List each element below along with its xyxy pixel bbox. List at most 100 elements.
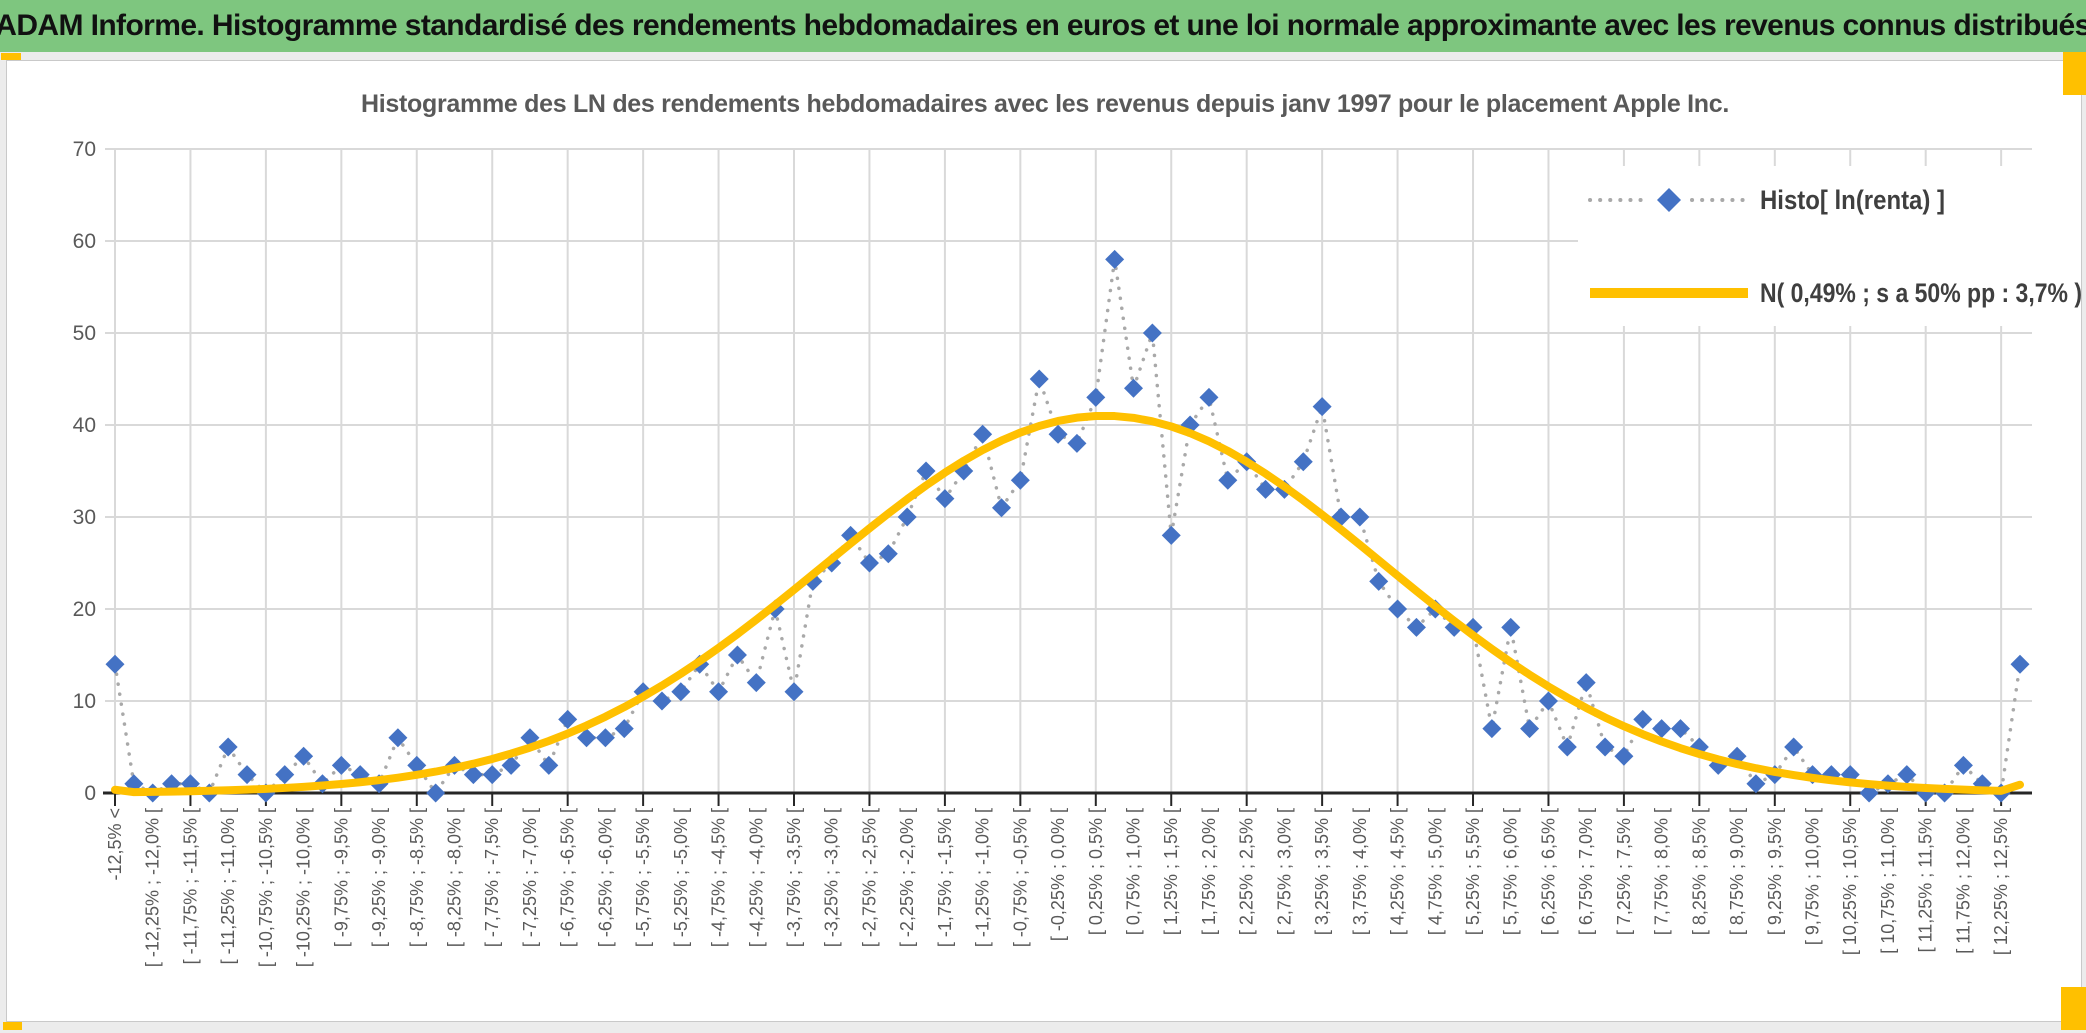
x-tick-label: [ -7,75% ; -7,5% [ bbox=[482, 808, 502, 947]
x-tick-label: [ 2,25% ; 2,5% [ bbox=[1237, 808, 1257, 935]
x-tick-label: [ -7,25% ; -7,0% [ bbox=[520, 808, 540, 947]
y-tick-label: 50 bbox=[73, 322, 96, 345]
x-tick-label: [ -10,25% ; -10,0% [ bbox=[294, 808, 314, 967]
data-point-diamond-icon bbox=[577, 728, 597, 748]
legend: Histo[ ln(renta) ] N( 0,49% ; s a 50% pp… bbox=[1578, 166, 2082, 326]
data-point-diamond-icon bbox=[1520, 719, 1540, 739]
x-tick-label: [ 5,75% ; 6,0% [ bbox=[1501, 808, 1521, 935]
data-point-diamond-icon bbox=[1048, 424, 1068, 444]
data-point-diamond-icon bbox=[1105, 249, 1125, 269]
data-point-diamond-icon bbox=[426, 783, 446, 803]
data-point-diamond-icon bbox=[1067, 433, 1087, 453]
x-tick-label: [ 1,75% ; 2,0% [ bbox=[1199, 808, 1219, 935]
x-tick-label: [ 9,25% ; 9,5% [ bbox=[1765, 808, 1785, 935]
legend-item-histo[interactable]: Histo[ ln(renta) ] bbox=[1588, 185, 1945, 215]
x-tick-label: [ 7,75% ; 8,0% [ bbox=[1652, 808, 1672, 935]
x-tick-label: [ 8,75% ; 9,0% [ bbox=[1727, 808, 1747, 935]
data-point-diamond-icon bbox=[331, 755, 351, 775]
data-point-diamond-icon bbox=[1576, 673, 1596, 693]
banner: ADAM Informe. Histogramme standardisé de… bbox=[0, 0, 2086, 52]
x-tick-label: [ 0,75% ; 1,0% [ bbox=[1124, 808, 1144, 935]
data-point-diamond-icon bbox=[2010, 654, 2030, 674]
dotted-connector bbox=[113, 259, 2022, 797]
data-point-diamond-icon bbox=[916, 461, 936, 481]
normal-curve-line bbox=[111, 411, 2024, 797]
y-tick-label: 40 bbox=[73, 414, 96, 437]
x-tick-label: [ -6,75% ; -6,5% [ bbox=[558, 808, 578, 947]
legend-box bbox=[1578, 166, 2040, 326]
data-point-diamond-icon bbox=[1312, 397, 1332, 417]
data-point-diamond-icon bbox=[1142, 323, 1162, 343]
x-tick-label: [ -3,25% ; -3,0% [ bbox=[822, 808, 842, 947]
data-point-diamond-icon bbox=[294, 746, 314, 766]
data-point-diamond-icon bbox=[1557, 737, 1577, 757]
data-point-diamond-icon bbox=[1633, 709, 1653, 729]
x-tick-label: [ 8,25% ; 8,5% [ bbox=[1689, 808, 1709, 935]
data-point-diamond-icon bbox=[1388, 599, 1408, 619]
data-point-diamond-icon bbox=[1218, 470, 1238, 490]
x-tick-label: [ 5,25% ; 5,5% [ bbox=[1463, 808, 1483, 935]
data-point-diamond-icon bbox=[105, 654, 125, 674]
legend-item-normal[interactable]: N( 0,49% ; s a 50% pp : 3,7% ) bbox=[1590, 278, 2082, 308]
x-tick-label: [ 6,25% ; 6,5% [ bbox=[1538, 808, 1558, 935]
y-tick-label: 10 bbox=[73, 690, 96, 713]
data-point-diamond-icon bbox=[1256, 479, 1276, 499]
legend-label-normal: N( 0,49% ; s a 50% pp : 3,7% ) bbox=[1760, 278, 2082, 308]
x-tick-label: [ 11,25% ; 11,5% [ bbox=[1916, 808, 1936, 952]
data-point-diamond-icon bbox=[1482, 719, 1502, 739]
x-tick-label: [ -6,25% ; -6,0% [ bbox=[595, 808, 615, 947]
x-tick-label: [ 2,75% ; 3,0% [ bbox=[1274, 808, 1294, 935]
legend-label-histo: Histo[ ln(renta) ] bbox=[1760, 185, 1945, 215]
x-tick-label: [ -11,75% ; -11,5% [ bbox=[180, 808, 200, 964]
data-point-diamond-icon bbox=[1369, 571, 1389, 591]
data-point-diamond-icon bbox=[1652, 719, 1672, 739]
x-tick-label: [ 0,25% ; 0,5% [ bbox=[1086, 808, 1106, 935]
x-tick-label: [ 10,75% ; 11,0% [ bbox=[1878, 808, 1898, 954]
data-point-diamond-icon bbox=[218, 737, 238, 757]
histogram-connector-line bbox=[113, 259, 2022, 797]
data-point-diamond-icon bbox=[671, 682, 691, 702]
x-tick-label: [ 11,75% ; 12,0% [ bbox=[1953, 808, 1973, 954]
data-point-diamond-icon bbox=[652, 691, 672, 711]
y-tick-label: 30 bbox=[73, 506, 96, 529]
data-point-diamond-icon bbox=[878, 544, 898, 564]
x-tick-label: [ 3,75% ; 4,0% [ bbox=[1350, 808, 1370, 935]
data-point-diamond-icon bbox=[1501, 617, 1521, 637]
data-point-diamond-icon bbox=[463, 765, 483, 785]
data-point-diamond-icon bbox=[539, 755, 559, 775]
x-tick-label: [ -5,25% ; -5,0% [ bbox=[671, 808, 691, 947]
data-point-diamond-icon bbox=[1953, 755, 1973, 775]
x-tick-label: [ -5,75% ; -5,5% [ bbox=[633, 808, 653, 947]
y-tick-label: 20 bbox=[73, 598, 96, 621]
x-tick-label: [ -0,25% ; 0,0% [ bbox=[1048, 808, 1068, 941]
x-tick-label: [ 9,75% ; 10,0% [ bbox=[1803, 808, 1823, 945]
x-tick-label: [ -12,25% ; -12,0% [ bbox=[143, 808, 163, 967]
x-tick-label: [ -11,25% ; -11,0% [ bbox=[218, 808, 238, 964]
data-point-diamond-icon bbox=[388, 728, 408, 748]
chart-title: Histogramme des LN des rendements hebdom… bbox=[361, 90, 1729, 118]
x-tick-label: [ 3,25% ; 3,5% [ bbox=[1312, 808, 1332, 935]
x-tick-label: [ -1,75% ; -1,5% [ bbox=[935, 808, 955, 947]
x-axis bbox=[103, 791, 2032, 806]
data-point-diamond-icon bbox=[1406, 617, 1426, 637]
x-tick-label: [ 10,25% ; 10,5% [ bbox=[1840, 808, 1860, 955]
data-point-diamond-icon bbox=[1350, 507, 1370, 527]
corner-accent-top-right-icon bbox=[2063, 52, 2086, 95]
y-tick-label: 0 bbox=[84, 782, 96, 805]
x-tick-label: [ 12,25% ; 12,5% [ bbox=[1991, 808, 2011, 955]
data-point-diamond-icon bbox=[614, 719, 634, 739]
data-point-diamond-icon bbox=[991, 498, 1011, 518]
banner-title: ADAM Informe. Histogramme standardisé de… bbox=[0, 9, 2086, 42]
x-tick-label: [ -4,75% ; -4,5% [ bbox=[709, 808, 729, 947]
x-tick-label: -12,5% < bbox=[105, 808, 125, 881]
x-tick-label: [ -2,25% ; -2,0% [ bbox=[897, 808, 917, 947]
data-point-diamond-icon bbox=[1595, 737, 1615, 757]
data-point-diamond-icon bbox=[784, 682, 804, 702]
x-tick-label: [ -0,75% ; -0,5% [ bbox=[1010, 808, 1030, 947]
data-point-diamond-icon bbox=[859, 553, 879, 573]
x-tick-label: [ -8,75% ; -8,5% [ bbox=[407, 808, 427, 947]
x-tick-label: [ 4,25% ; 4,5% [ bbox=[1388, 808, 1408, 935]
data-point-diamond-icon bbox=[973, 424, 993, 444]
